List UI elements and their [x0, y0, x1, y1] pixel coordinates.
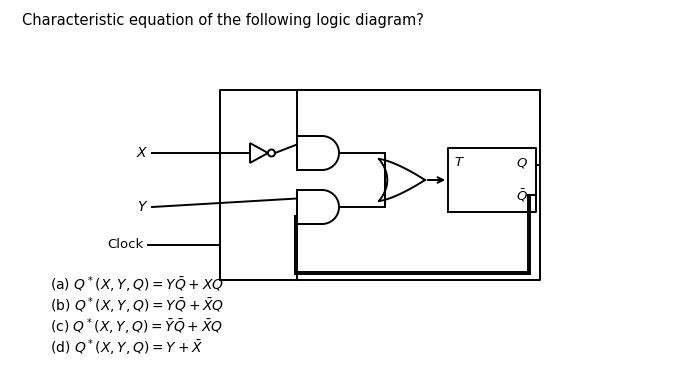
Text: $\bar{Q}$: $\bar{Q}$	[516, 188, 528, 204]
Text: (c) $Q^*(X,Y,Q)=\bar{Y}\bar{Q}+\bar{X}Q$: (c) $Q^*(X,Y,Q)=\bar{Y}\bar{Q}+\bar{X}Q$	[50, 317, 223, 337]
Text: (a) $Q^*(X,Y,Q)=Y\bar{Q}+XQ$: (a) $Q^*(X,Y,Q)=Y\bar{Q}+XQ$	[50, 275, 224, 295]
Text: (b) $Q^*(X,Y,Q)=Y\bar{Q}+\bar{X}Q$: (b) $Q^*(X,Y,Q)=Y\bar{Q}+\bar{X}Q$	[50, 296, 224, 316]
Text: $Q$: $Q$	[516, 156, 528, 170]
Text: $Y$: $Y$	[136, 200, 148, 214]
Text: Clock: Clock	[108, 238, 144, 252]
Text: (d) $Q^*(X,Y,Q)=Y+\bar{X}$: (d) $Q^*(X,Y,Q)=Y+\bar{X}$	[50, 338, 203, 358]
Text: $T$: $T$	[454, 156, 465, 169]
Text: $X$: $X$	[136, 146, 148, 160]
Text: Characteristic equation of the following logic diagram?: Characteristic equation of the following…	[22, 13, 424, 28]
